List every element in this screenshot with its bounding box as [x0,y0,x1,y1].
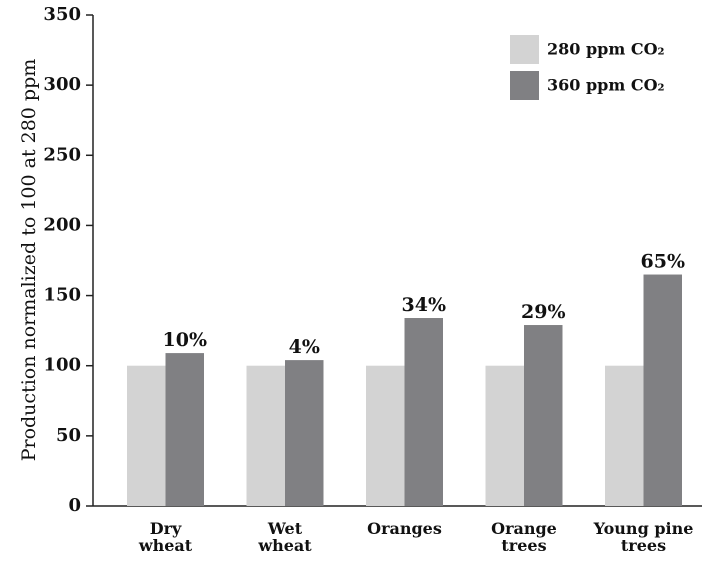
annotation: 29% [521,301,566,323]
annotation: 4% [289,336,320,358]
x-tick-label: Oranges [367,519,442,538]
x-tick-label: Wet wheat [257,519,312,555]
bar [285,360,324,506]
bar [524,325,563,506]
x-tick-label: Dry wheat [138,519,193,555]
annotation: 65% [641,251,686,273]
y-tick-label: 300 [43,74,81,95]
annotation: 34% [402,294,447,316]
legend-label: 360 ppm CO₂ [547,76,665,95]
x-tick-label: Orange trees [491,519,557,555]
y-tick-label: 0 [68,495,81,516]
bar [404,318,443,506]
bar [605,365,644,506]
bar [127,365,166,506]
legend-swatch [510,35,539,64]
bar [246,365,285,506]
y-tick-label: 100 [43,355,81,376]
y-tick-label: 150 [43,285,81,306]
x-tick-label: Young pine trees [593,519,694,555]
bar [643,274,682,506]
bar [366,365,405,506]
y-tick-label: 350 [43,4,81,25]
legend-label: 280 ppm CO₂ [547,40,665,59]
bar [485,365,524,506]
legend-swatch [510,71,539,100]
y-axis-label: Production normalized to 100 at 280 ppm [18,59,40,462]
y-tick-label: 200 [43,214,81,235]
y-tick-label: 50 [56,425,81,446]
annotation: 10% [163,329,208,351]
bar [165,353,204,506]
y-tick-label: 250 [43,144,81,165]
